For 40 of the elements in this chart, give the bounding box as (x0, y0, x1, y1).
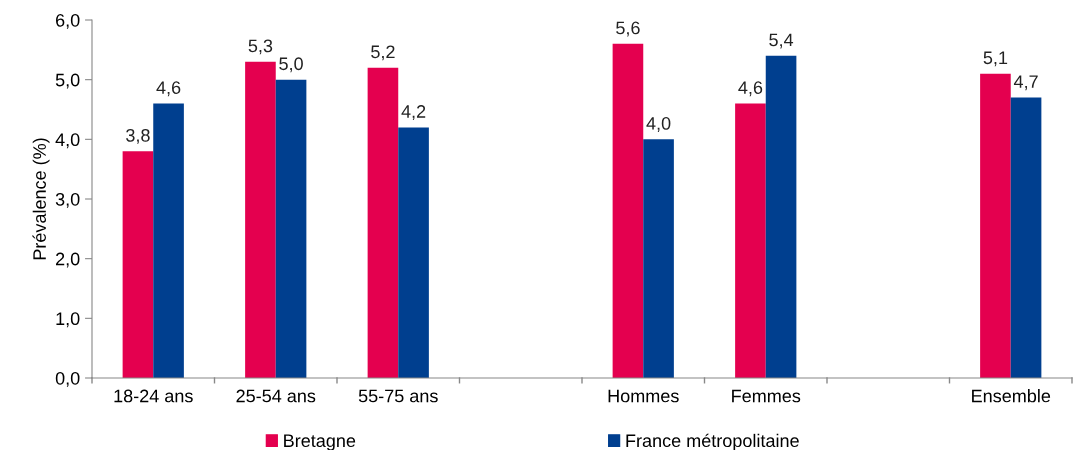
data-label: 5,6 (616, 21, 640, 37)
data-label: 4,2 (401, 105, 426, 120)
bar (980, 73, 1011, 378)
y-axis-title: Prévalence (%) (32, 138, 50, 260)
data-label: 4,6 (156, 81, 181, 97)
data-label: 4,7 (1013, 75, 1038, 91)
y-tick-label: 1,0 (56, 312, 80, 328)
x-tick-label: 25-54 ans (236, 389, 316, 403)
bar (735, 103, 766, 378)
data-label: 5,1 (983, 51, 1008, 67)
x-tick-label: Hommes (608, 389, 679, 403)
data-label: 5,2 (371, 45, 395, 61)
y-tick-label: 4,0 (55, 133, 80, 149)
bar (765, 55, 797, 378)
data-label: 4,6 (738, 81, 763, 97)
bar (643, 139, 674, 378)
y-tick-label: 6,0 (56, 13, 80, 29)
y-tick-label: 5,0 (55, 73, 80, 89)
y-tick-label: 2,0 (56, 252, 80, 268)
bar (153, 103, 184, 378)
x-tick-label: 18-24 ans (114, 389, 193, 403)
legend-label: Bretagne (284, 434, 356, 450)
y-tick-label: 0,0 (55, 371, 80, 387)
bar (275, 79, 307, 378)
y-tick-label: 3,0 (55, 192, 80, 208)
bar (398, 127, 429, 378)
data-label: 3,8 (126, 128, 150, 144)
bar (122, 151, 154, 378)
bar (612, 43, 644, 378)
data-label: 5,4 (769, 33, 794, 49)
data-label: 4,0 (646, 117, 671, 132)
x-tick-label: Ensemble (972, 389, 1051, 403)
bar (1010, 97, 1042, 378)
data-label: 5,0 (279, 57, 303, 73)
data-label: 5,3 (248, 39, 273, 55)
x-tick-label: Femmes (732, 389, 801, 403)
bar (245, 61, 276, 378)
legend-label: France métropolitaine (626, 433, 799, 450)
x-tick-label: 55-75 ans (358, 389, 438, 403)
bar (367, 67, 399, 378)
